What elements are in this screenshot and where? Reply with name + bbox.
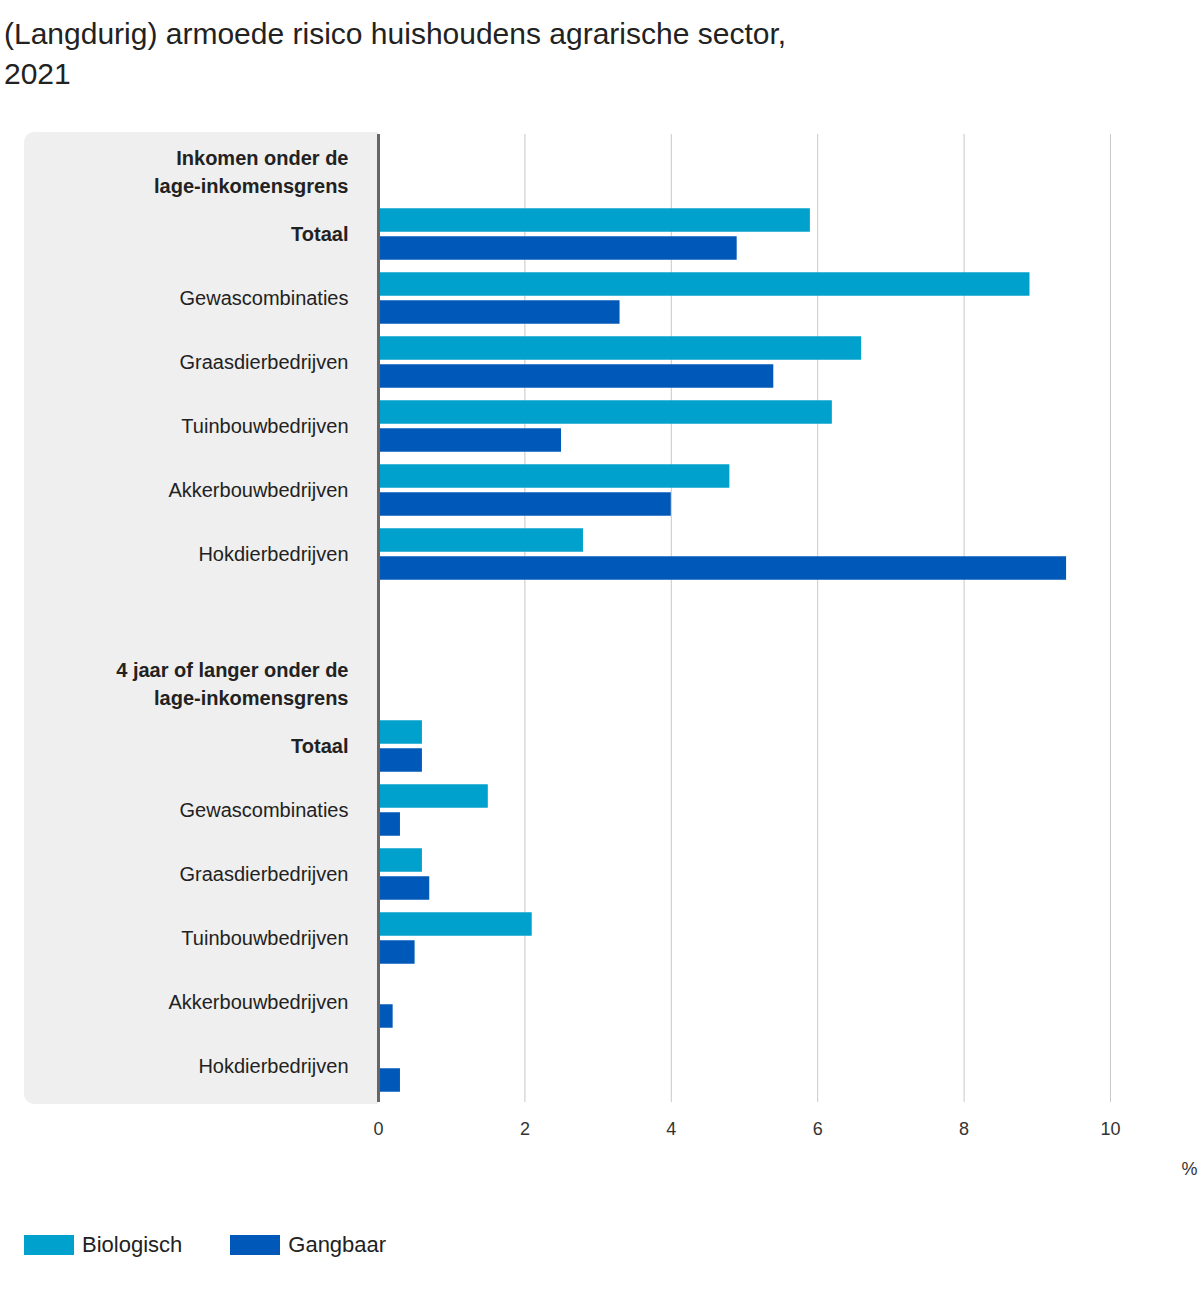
svg-text:10: 10 [1100, 1119, 1120, 1139]
svg-text:Totaal: Totaal [291, 223, 348, 245]
svg-text:Akkerbouwbedrijven: Akkerbouwbedrijven [168, 991, 348, 1013]
svg-text:%: % [1181, 1159, 1197, 1179]
svg-text:Gewascombinaties: Gewascombinaties [180, 287, 349, 309]
svg-text:Gewascombinaties: Gewascombinaties [180, 799, 349, 821]
svg-text:Tuinbouwbedrijven: Tuinbouwbedrijven [181, 415, 348, 437]
svg-text:Totaal: Totaal [291, 735, 348, 757]
svg-text:4: 4 [666, 1119, 676, 1139]
svg-text:8: 8 [959, 1119, 969, 1139]
svg-text:Graasdierbedrijven: Graasdierbedrijven [180, 863, 349, 885]
svg-text:Akkerbouwbedrijven: Akkerbouwbedrijven [168, 479, 348, 501]
svg-text:0: 0 [373, 1119, 383, 1139]
svg-text:Inkomen onder delage-inkomensg: Inkomen onder delage-inkomensgrens [154, 147, 349, 197]
svg-text:Graasdierbedrijven: Graasdierbedrijven [180, 351, 349, 373]
svg-text:Hokdierbedrijven: Hokdierbedrijven [198, 543, 348, 565]
svg-text:6: 6 [813, 1119, 823, 1139]
svg-text:2: 2 [520, 1119, 530, 1139]
html-text:Gangbaar: Gangbaar [288, 1232, 387, 1257]
svg-text:Hokdierbedrijven: Hokdierbedrijven [198, 1055, 348, 1077]
html-text:(Langdurig) armoede risico hui: (Langdurig) armoede risico huishoudens a… [4, 17, 787, 90]
html-text:Biologisch: Biologisch [82, 1232, 183, 1257]
svg-text:Tuinbouwbedrijven: Tuinbouwbedrijven [181, 927, 348, 949]
svg-text:4 jaar of langer onder delage-: 4 jaar of langer onder delage-inkomensgr… [116, 659, 348, 709]
